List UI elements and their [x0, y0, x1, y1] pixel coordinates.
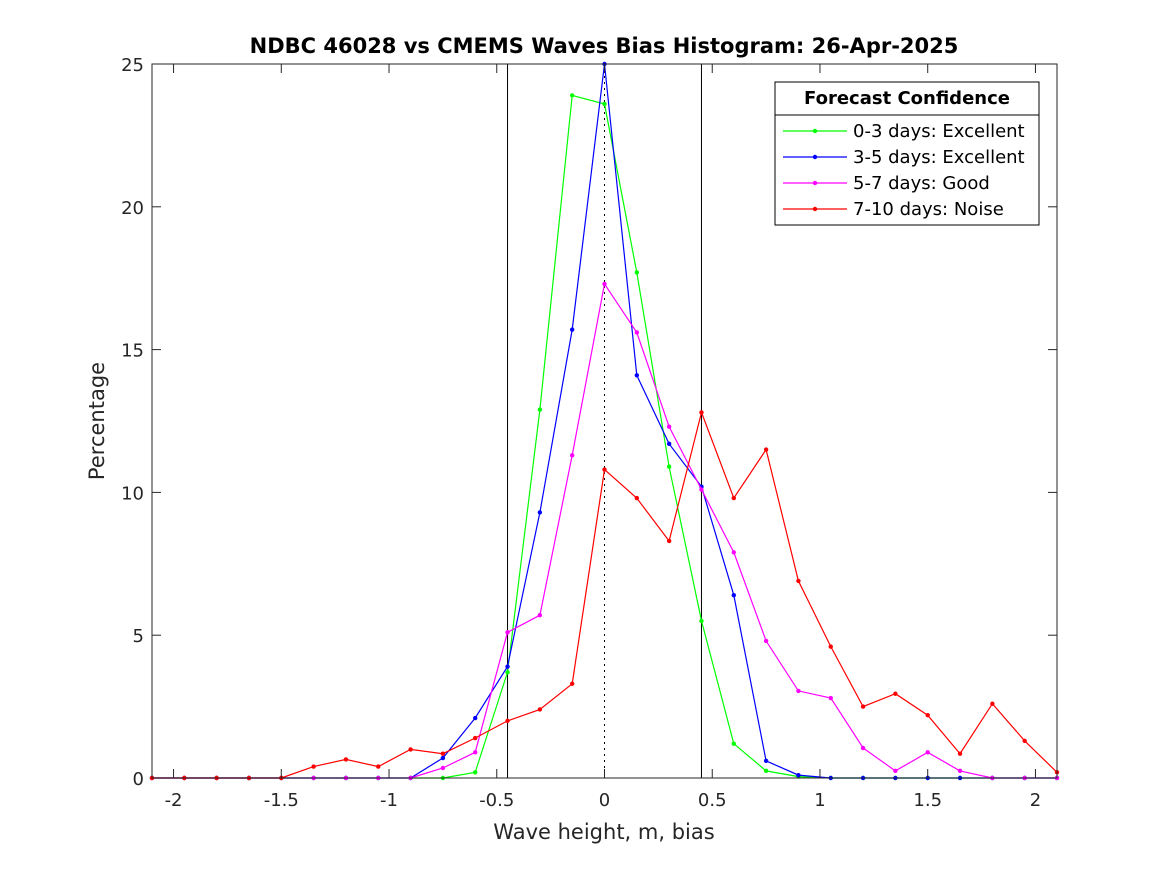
series-2-point	[763, 638, 769, 644]
reference-lines	[507, 64, 702, 778]
series-3-point	[634, 495, 640, 501]
series-1-point	[440, 755, 446, 761]
series-0-point	[602, 101, 607, 107]
series-2-point	[473, 750, 478, 755]
series-3-point	[860, 704, 866, 709]
y-tick-label: 25	[121, 55, 144, 76]
legend-box	[774, 81, 1040, 226]
series-3-point	[666, 538, 672, 544]
series-1-point	[763, 758, 769, 764]
series-3-point	[763, 447, 769, 452]
series-3-point	[311, 764, 316, 769]
series-0-point	[634, 270, 640, 275]
series-2-point	[860, 745, 866, 751]
series-2-point	[925, 750, 930, 755]
series-1-point	[569, 327, 575, 332]
legend-entry-label: 7-10 days: Noise	[853, 199, 1004, 220]
x-axis-label: Wave height, m, bias	[493, 820, 714, 844]
series-1-point	[796, 772, 801, 778]
legend-swatch-marker	[812, 206, 818, 212]
legend-entry-label: 0-3 days: Excellent	[853, 121, 1025, 142]
series-2-point	[666, 424, 672, 429]
series-0-point	[505, 670, 510, 675]
y-ticks: 0 5 10 15 20 25	[121, 55, 1057, 790]
series-1-point	[505, 664, 510, 669]
y-axis-label: Percentage	[85, 362, 109, 480]
y-tick-label: 5	[133, 626, 144, 647]
series-3-point	[828, 644, 833, 649]
series-1-point	[634, 373, 640, 378]
series-2-point	[602, 281, 607, 287]
legend-entry-label: 5-7 days: Good	[853, 173, 990, 194]
series-0-point	[763, 768, 769, 774]
x-tick-label: 2	[1030, 790, 1041, 811]
series-1-point	[731, 593, 736, 598]
series-3-point	[408, 747, 413, 752]
series-2-point	[957, 768, 963, 774]
series-2-point	[505, 630, 510, 635]
series-3-point	[893, 691, 898, 696]
series-0-point	[731, 741, 736, 746]
y-tick-label: 15	[121, 341, 144, 362]
series-2-point	[893, 768, 898, 774]
series-2-point	[569, 453, 575, 458]
series-3-point	[505, 718, 510, 724]
legend-swatch-marker	[812, 180, 818, 186]
legend-entry-label: 3-5 days: Excellent	[853, 147, 1025, 168]
series-1-point	[666, 441, 672, 447]
x-ticks: -2 -1.5 -1 -0.5 0 0.5 1 1.5 2	[165, 64, 1041, 811]
series-0-point	[569, 93, 575, 98]
legend: Forecast Confidence 0-3 days: Excellent 3…	[774, 81, 1040, 226]
chart-title: NDBC 46028 vs CMEMS Waves Bias Histogram…	[250, 34, 959, 58]
series-2-point	[796, 688, 801, 694]
series-3-point	[602, 467, 607, 472]
x-tick-label: -1	[380, 790, 398, 811]
legend-swatch-marker	[812, 154, 818, 160]
y-tick-label: 0	[133, 769, 144, 790]
series-2-point	[634, 330, 640, 335]
series-0-point	[537, 407, 543, 412]
x-tick-label: -0.5	[479, 790, 514, 811]
series-3-point	[990, 701, 995, 706]
x-tick-label: 1.5	[913, 790, 942, 811]
x-tick-label: 0	[599, 790, 610, 811]
series-3-point	[473, 735, 478, 741]
series-3-point	[957, 751, 963, 756]
series-2-point	[537, 613, 543, 618]
series-2-point	[731, 550, 736, 555]
x-tick-label: -2	[165, 790, 183, 811]
series-2-point	[828, 695, 833, 701]
series-3-point	[537, 707, 543, 712]
series-1-point	[537, 510, 543, 515]
series-3-point	[796, 578, 801, 584]
series-3-point	[699, 410, 704, 415]
series-3-point	[343, 757, 349, 762]
legend-title: Forecast Confidence	[804, 88, 1010, 109]
series-3-point	[925, 712, 930, 718]
series-3-point	[569, 681, 575, 686]
series-1-point	[473, 715, 478, 721]
legend-swatch-marker	[812, 128, 818, 134]
series-0-point	[699, 618, 704, 624]
legend-entries: 0-3 days: Excellent 3-5 days: Excellent 5-…	[783, 121, 1025, 220]
series-2-point	[440, 765, 446, 771]
series-2-point	[699, 487, 704, 492]
x-tick-label: 0.5	[698, 790, 727, 811]
series-3-point	[731, 495, 736, 501]
series-0-point	[473, 770, 478, 775]
series-0-point	[666, 464, 672, 469]
y-tick-label: 10	[121, 483, 144, 504]
x-tick-label: 1	[814, 790, 825, 811]
y-tick-label: 20	[121, 198, 144, 219]
x-tick-label: -1.5	[264, 790, 299, 811]
series-3-point	[1022, 738, 1027, 744]
series-3-point	[440, 751, 446, 756]
series-3-point	[376, 764, 381, 769]
